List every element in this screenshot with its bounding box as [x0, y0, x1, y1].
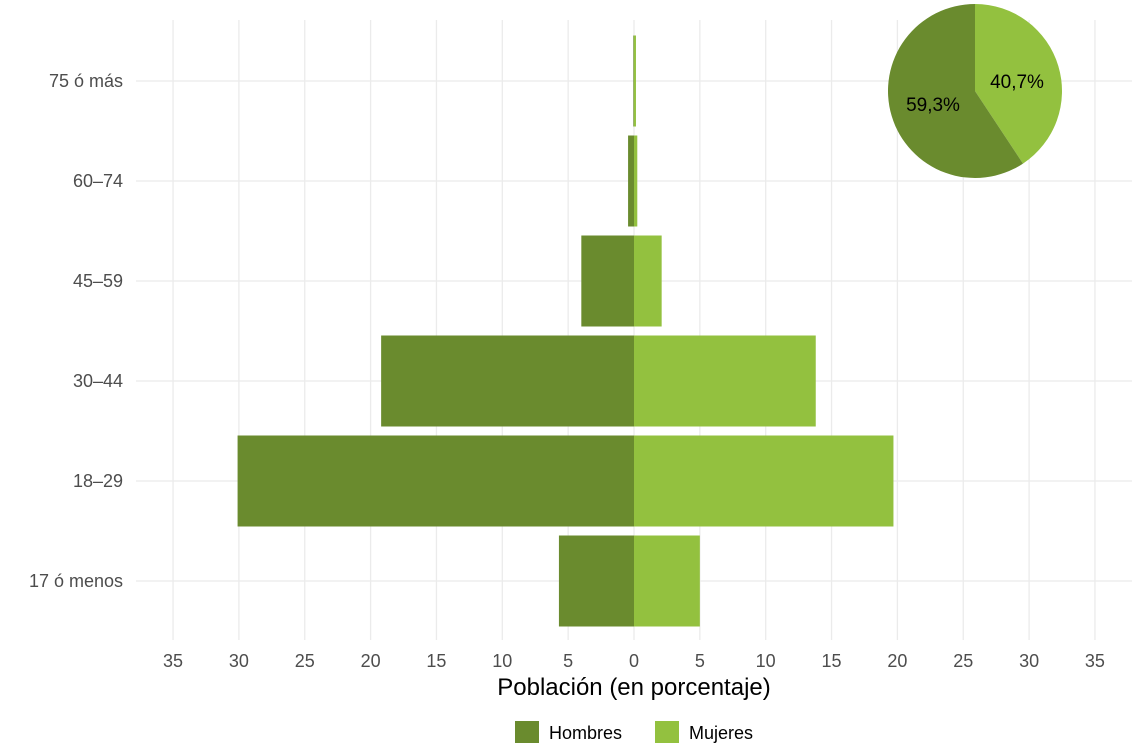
- bar-mujeres-4: [634, 135, 638, 227]
- x-tick-label: 20: [887, 651, 907, 671]
- legend-label-mujeres: Mujeres: [689, 723, 753, 743]
- y-tick-label: 30–44: [73, 371, 123, 391]
- x-tick-label: 10: [756, 651, 776, 671]
- x-tick-label: 20: [361, 651, 381, 671]
- x-tick-label: 15: [426, 651, 446, 671]
- y-tick-label: 60–74: [73, 171, 123, 191]
- x-tick-label: 30: [1019, 651, 1039, 671]
- bar-mujeres-5: [634, 35, 636, 127]
- pie-slice-hombres: [887, 4, 1023, 178]
- legend-label-hombres: Hombres: [549, 723, 622, 743]
- legend-swatch-hombres: [515, 721, 539, 743]
- x-tick-label: 25: [295, 651, 315, 671]
- bar-hombres-4: [628, 135, 634, 227]
- pie-chart: 40,7% 59,3%: [887, 4, 1062, 178]
- bar-hombres-1: [237, 435, 634, 527]
- bar-mujeres-1: [634, 435, 894, 527]
- x-tick-label: 35: [1085, 651, 1105, 671]
- x-tick-label: 25: [953, 651, 973, 671]
- y-tick-label: 45–59: [73, 271, 123, 291]
- bar-hombres-3: [581, 235, 634, 327]
- x-tick-labels: 35 30 25 20 15 10 5 0 5 10 15 20 25 30 35: [163, 651, 1105, 671]
- y-tick-label: 17 ó menos: [29, 571, 123, 591]
- x-tick-label: 35: [163, 651, 183, 671]
- legend: Hombres Mujeres: [515, 721, 753, 743]
- bar-hombres-0: [558, 535, 634, 627]
- bar-mujeres-3: [634, 235, 662, 327]
- y-tick-labels: 17 ó menos 18–29 30–44 45–59 60–74 75 ó más: [29, 71, 123, 591]
- pie-slice-mujeres: [975, 4, 1062, 164]
- bar-mujeres-2: [634, 335, 816, 427]
- legend-swatch-mujeres: [655, 721, 679, 743]
- x-tick-label: 30: [229, 651, 249, 671]
- y-tick-label: 75 ó más: [49, 71, 123, 91]
- x-axis-title: Población (en porcentaje): [497, 674, 771, 701]
- bar-hombres-2: [381, 335, 634, 427]
- bars: [237, 35, 894, 627]
- pie-label-hombres: 59,3%: [906, 95, 960, 116]
- x-tick-label: 10: [492, 651, 512, 671]
- x-tick-label: 5: [563, 651, 573, 671]
- y-tick-label: 18–29: [73, 471, 123, 491]
- bar-hombres-5: [633, 35, 634, 127]
- pie-label-mujeres: 40,7%: [990, 72, 1044, 93]
- bar-mujeres-0: [634, 535, 700, 627]
- x-tick-label: 5: [695, 651, 705, 671]
- x-tick-label: 0: [629, 651, 639, 671]
- x-tick-label: 15: [822, 651, 842, 671]
